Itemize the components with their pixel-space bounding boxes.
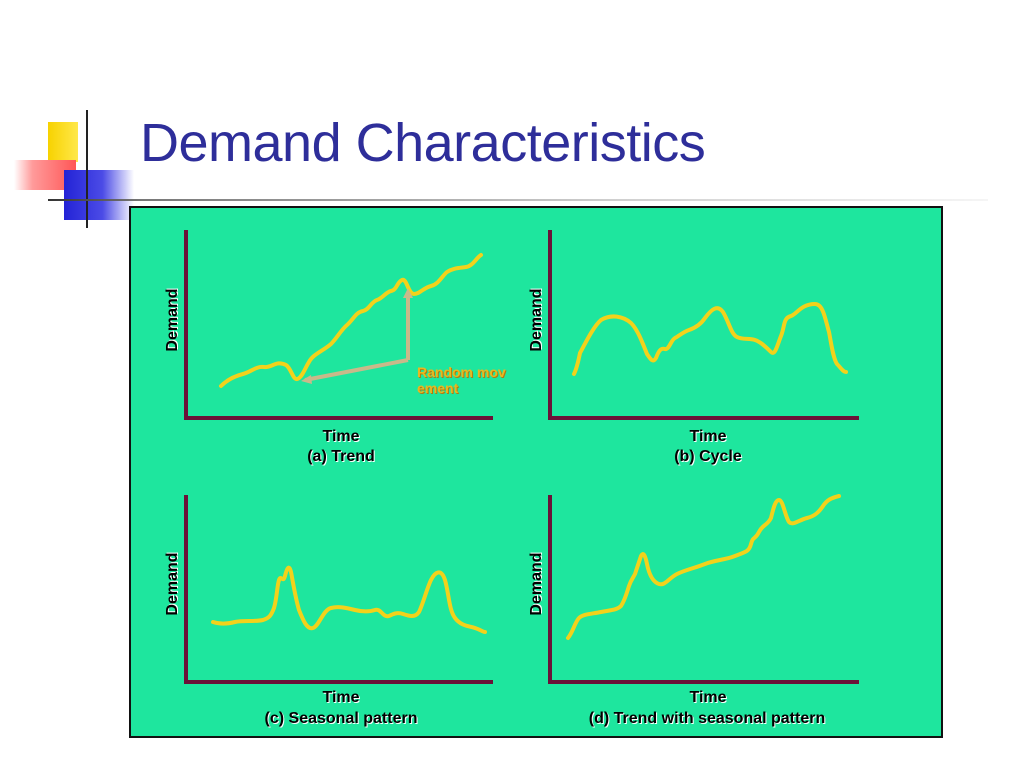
panel-seasonal (184, 495, 493, 684)
panel-trend-seasonal (548, 494, 859, 684)
demand-patterns-figure: Demand Time (a) Trend Random movement De… (129, 206, 943, 738)
panel-cycle (548, 230, 859, 420)
panel-seasonal-y-label: Demand (164, 552, 181, 616)
panel-trend-seasonal-x-label: Time (689, 689, 727, 706)
panel-trend-seasonal-caption: (d) Trend with seasonal pattern (588, 710, 826, 727)
decor-yellow-square (48, 122, 78, 162)
arrowhead-up (403, 288, 413, 298)
slide-title: Demand Characteristics (140, 113, 706, 173)
panel-cycle-y-label: Demand (528, 288, 545, 352)
panel-trend-seasonal-y-label: Demand (528, 552, 545, 616)
panel-seasonal-x-label: Time (322, 689, 360, 706)
title-underline (48, 199, 988, 201)
random-movement-arrow (304, 293, 410, 382)
random-movement-label: Random movement (417, 364, 506, 396)
panel-cycle-caption: (b) Cycle (674, 448, 742, 465)
panel-trend-seasonal-axes (548, 495, 859, 684)
panel-seasonal-axes (184, 495, 493, 684)
trend-seasonal-curve (566, 494, 841, 640)
figure-graphics (184, 230, 859, 684)
panel-cycle-axes (548, 230, 859, 420)
panel-trend-y-label: Demand (164, 288, 181, 352)
decor-blue-square (64, 170, 134, 220)
panel-trend-caption: (a) Trend (307, 448, 375, 465)
panel-seasonal-caption: (c) Seasonal pattern (264, 710, 418, 727)
arrowhead-left (301, 375, 312, 384)
decor-vertical-line (86, 110, 88, 228)
panel-cycle-x-label: Time (689, 428, 727, 445)
seasonal-curve (211, 565, 487, 634)
panel-trend (184, 230, 493, 420)
panel-trend-axes (184, 230, 493, 420)
panel-trend-x-label: Time (322, 428, 360, 445)
trend-curve (219, 253, 483, 388)
cycle-curve (572, 302, 848, 376)
